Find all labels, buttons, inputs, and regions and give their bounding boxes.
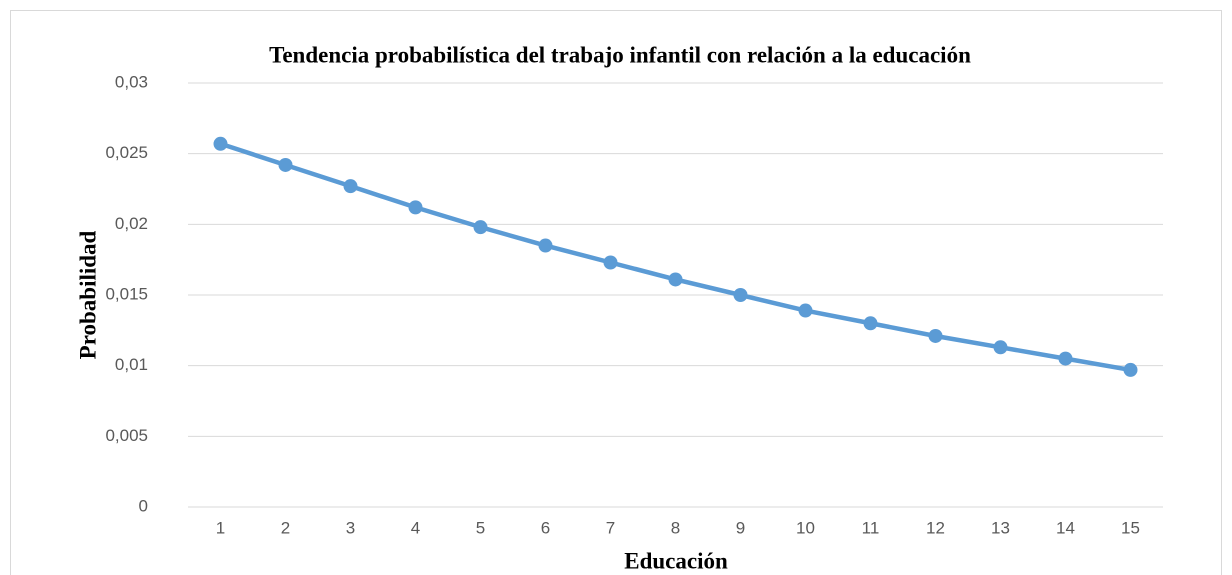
x-tick-label: 3 xyxy=(346,518,355,537)
x-tick-label: 8 xyxy=(671,518,680,537)
x-tick-label: 10 xyxy=(796,518,815,537)
x-tick-label: 14 xyxy=(1056,518,1075,537)
y-tick-label: 0,005 xyxy=(105,426,148,445)
marker xyxy=(408,200,423,215)
y-tick-label: 0,03 xyxy=(115,72,148,91)
x-tick-label: 4 xyxy=(411,518,420,537)
marker xyxy=(798,303,813,318)
marker xyxy=(213,136,228,151)
marker xyxy=(928,328,943,343)
x-tick-label: 1 xyxy=(216,518,225,537)
x-tick-label: 12 xyxy=(926,518,945,537)
marker xyxy=(993,340,1008,355)
x-tick-label: 6 xyxy=(541,518,550,537)
chart-title: Tendencia probabilística del trabajo inf… xyxy=(269,42,971,67)
chart-frame xyxy=(10,10,1222,575)
marker xyxy=(603,255,618,270)
y-tick-label: 0,025 xyxy=(105,143,148,162)
x-tick-label: 9 xyxy=(736,518,745,537)
x-tick-label: 5 xyxy=(476,518,485,537)
x-tick-label: 11 xyxy=(862,518,880,537)
marker xyxy=(473,220,488,235)
marker xyxy=(343,179,358,194)
x-tick-label: 7 xyxy=(606,518,615,537)
x-tick-label: 15 xyxy=(1121,518,1140,537)
marker xyxy=(1123,362,1138,377)
marker xyxy=(278,157,293,172)
marker xyxy=(668,272,683,287)
marker xyxy=(733,288,748,302)
marker xyxy=(1058,351,1073,366)
x-axis-label: Educación xyxy=(624,548,728,573)
marker xyxy=(863,316,878,331)
y-tick-label: 0,02 xyxy=(115,214,148,233)
y-tick-label: 0 xyxy=(139,496,148,515)
y-tick-label: 0,01 xyxy=(115,355,148,374)
y-axis-label: Probabilidad xyxy=(75,230,100,359)
marker xyxy=(538,238,553,253)
y-tick-label: 0,015 xyxy=(105,284,148,303)
x-tick-label: 2 xyxy=(281,518,290,537)
x-tick-label: 13 xyxy=(991,518,1010,537)
